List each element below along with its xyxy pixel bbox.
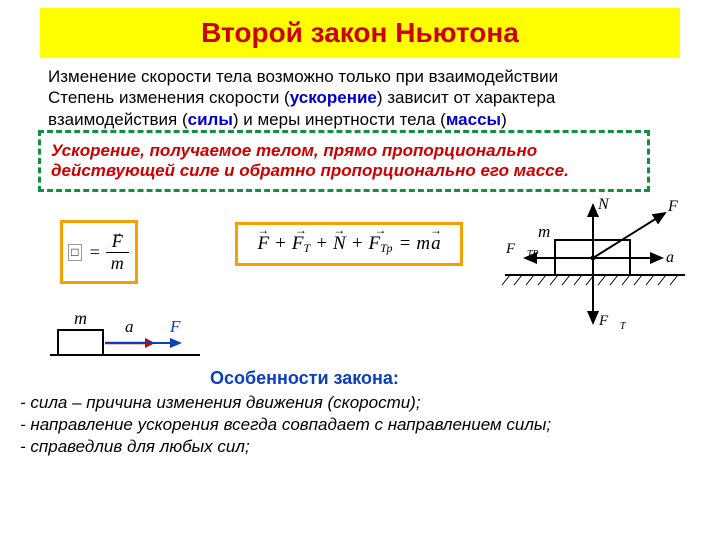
free-body-diagram: m N⃗ F⃗ a⃗ F⃗ТР F⃗T — [500, 195, 695, 340]
feature-2: - направление ускорения всегда совпадает… — [20, 415, 551, 434]
FT-sub: T — [303, 241, 310, 255]
missing-glyph-icon: □ — [68, 244, 81, 261]
fraction: →F m — [105, 231, 130, 274]
plus3: + — [351, 233, 364, 255]
law-box: Ускорение, получаемое телом, прямо пропо… — [38, 130, 650, 192]
a-label: a — [125, 317, 134, 336]
FTr-sym: F — [369, 233, 381, 254]
block-diagram: m a F — [50, 300, 200, 370]
kw-acceleration: ускорение — [290, 88, 377, 107]
formula-sum-forces: F + FT + N + FТр = ma — [235, 222, 463, 266]
title-band: Второй закон Ньютона — [40, 8, 680, 58]
kw-force: силы — [188, 110, 233, 129]
block-svg: m a F — [50, 300, 200, 370]
feature-3: - справедлив для любых сил; — [20, 437, 250, 456]
f-label: F — [169, 317, 181, 336]
fbd-m: m — [538, 222, 550, 241]
feature-1: - сила – причина изменения движения (ско… — [20, 393, 421, 412]
fraction-num: →F — [106, 231, 129, 253]
law-statement: Ускорение, получаемое телом, прямо пропо… — [51, 141, 637, 182]
intro-text: Изменение скорости тела возможно только … — [48, 66, 680, 130]
fraction-den: m — [105, 253, 130, 274]
vec-N: N — [332, 233, 347, 255]
fbd-F: F⃗ — [667, 198, 690, 215]
intro-line2b: ) зависит от характера — [377, 88, 556, 107]
plus2: + — [315, 233, 328, 255]
fbd-Ftr: F⃗ТР — [505, 241, 539, 260]
fbd-N: N⃗ — [597, 196, 621, 213]
vec-a: a — [430, 233, 442, 255]
intro-line3b: ) и меры инертности тела ( — [233, 110, 446, 129]
features-list: - сила – причина изменения движения (ско… — [20, 392, 690, 458]
fbd-Ft: F⃗T — [598, 313, 627, 332]
plus1: + — [274, 233, 287, 255]
fbd-a: a⃗ — [666, 249, 686, 266]
vec-F: F — [256, 233, 270, 255]
vec-FT: FT — [291, 233, 311, 256]
vec-FTr: FТр — [368, 233, 394, 256]
page-title: Второй закон Ньютона — [201, 17, 519, 49]
equals-sign: = — [89, 242, 101, 263]
kw-mass: массы — [446, 110, 501, 129]
features-heading: Особенности закона: — [210, 368, 399, 389]
intro-line3c: ) — [501, 110, 507, 129]
FTr-sub: Тр — [380, 241, 392, 255]
intro-line1: Изменение скорости тела возможно только … — [48, 67, 558, 86]
FT-sym: F — [292, 233, 304, 254]
fbd-svg: m N⃗ F⃗ a⃗ F⃗ТР F⃗T — [500, 195, 695, 340]
equals: = — [399, 233, 412, 255]
m-label: m — [74, 308, 87, 328]
intro-line2a: Степень изменения скорости ( — [48, 88, 290, 107]
m-sym: m — [416, 233, 430, 255]
intro-line3a: взаимодействия ( — [48, 110, 188, 129]
formula-a-f-over-m: □ = →F m — [60, 220, 138, 284]
